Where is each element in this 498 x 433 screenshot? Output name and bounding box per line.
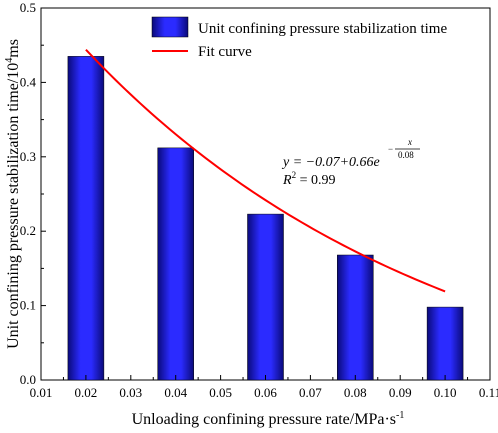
equation-main: y = −0.07+0.66e: [281, 155, 380, 170]
fit-curve-line: [85, 48, 446, 293]
bar-2: [157, 147, 194, 381]
bar-1: [67, 56, 105, 381]
legend: Unit confining pressure stabilization ti…: [151, 16, 447, 60]
r-squared: R2 = 0.99: [282, 170, 335, 188]
fit-equation: y = −0.07+0.66e x − 0.08 R2 = 0.99: [281, 137, 420, 188]
x-axis-title: Unloading confining pressure rate/MPa·s-…: [132, 410, 405, 428]
x-tick-label: 0.07: [299, 385, 322, 400]
x-tick-label: 0.02: [75, 385, 98, 400]
x-tick-label: 0.04: [164, 385, 187, 400]
x-axis-ticks: 0.01 0.02 0.03 0.04 0.05 0.06 0.07 0.08 0.09 0.10…: [30, 375, 498, 400]
bar-5: [426, 306, 464, 381]
bars-group: [67, 56, 464, 381]
y-tick-label: 0.3: [20, 149, 36, 164]
x-tick-label: 0.11: [479, 385, 498, 400]
y-tick-label: 0.4: [20, 74, 37, 89]
legend-bar-swatch: [151, 16, 189, 38]
x-tick-label: 0.10: [434, 385, 457, 400]
x-tick-label: 0.01: [30, 385, 53, 400]
x-tick-label: 0.06: [254, 385, 277, 400]
equation-exp-numerator: x: [407, 137, 412, 147]
x-tick-label: 0.05: [209, 385, 232, 400]
equation-exp-denominator: 0.08: [398, 150, 414, 160]
y-tick-label: 0.5: [20, 0, 36, 15]
x-tick-label: 0.08: [344, 385, 367, 400]
y-axis-ticks: 0.0 0.1 0.2 0.3 0.4 0.5: [20, 0, 46, 387]
legend-bar-label: Unit confining pressure stabilization ti…: [198, 21, 447, 37]
y-axis-title: Unit confining pressure stabilization ti…: [4, 39, 22, 349]
x-tick-label: 0.09: [389, 385, 412, 400]
y-tick-label: 0.2: [20, 223, 36, 238]
x-tick-label: 0.03: [119, 385, 142, 400]
bar-4: [337, 254, 374, 381]
bar-3: [247, 213, 284, 381]
y-tick-label: 0.1: [20, 298, 36, 313]
legend-line-label: Fit curve: [198, 44, 252, 60]
equation-exp-minus: −: [388, 144, 393, 154]
y-tick-label: 0.0: [20, 372, 36, 387]
